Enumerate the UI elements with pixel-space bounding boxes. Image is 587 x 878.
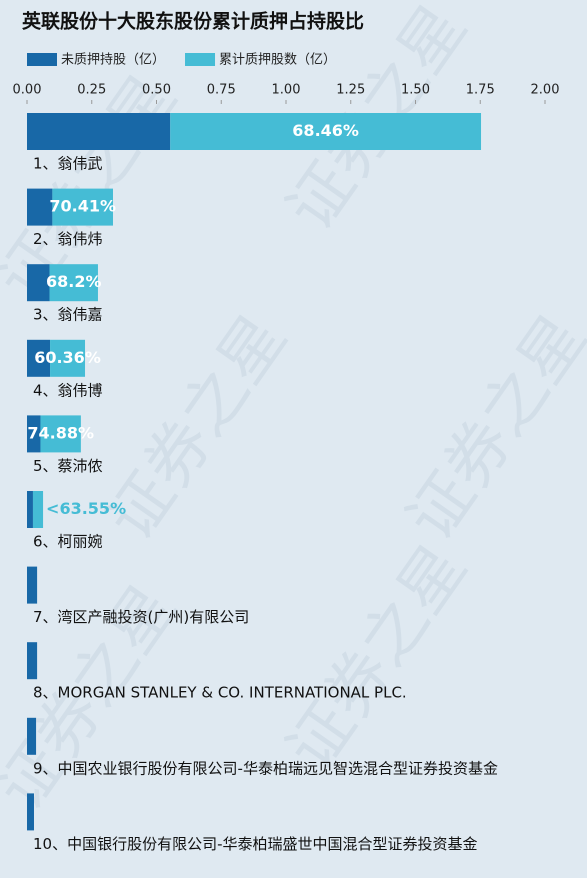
x-tick-label: 1.00 <box>272 83 301 98</box>
x-tick-label: 0.00 <box>13 83 42 98</box>
x-tick-label: 1.50 <box>401 83 430 98</box>
bar-segment <box>27 491 33 528</box>
bar-segment <box>27 264 50 302</box>
x-tick-label: 1.75 <box>466 83 495 98</box>
bar-segment <box>27 717 37 755</box>
chart-title: 英联股份十大股东股份累计质押占持股比 <box>22 10 364 33</box>
x-tick-label: 0.25 <box>77 83 106 98</box>
bar-segment <box>170 113 482 150</box>
category-label: 6、柯丽婉 <box>33 533 103 551</box>
category-label: 3、翁伟嘉 <box>33 306 103 324</box>
bar-segment <box>52 188 113 226</box>
data-label: 68.2% <box>46 272 102 291</box>
bar-segment <box>27 339 51 377</box>
data-label: 74.88% <box>27 423 94 442</box>
bar-segment <box>27 566 38 604</box>
legend-swatch <box>185 53 216 66</box>
data-label: 60.36% <box>34 348 101 367</box>
bar-segment <box>50 339 86 377</box>
x-tick-label: 0.50 <box>142 83 171 98</box>
x-tick-label: 1.25 <box>336 83 365 98</box>
category-label: 1、翁伟武 <box>33 155 103 173</box>
category-label: 4、翁伟博 <box>33 381 103 399</box>
x-tick-label: 2.00 <box>531 83 560 98</box>
data-label: <63.55% <box>46 499 126 518</box>
legend-label: 累计质押股数（亿） <box>219 53 336 68</box>
bar-segment <box>27 188 53 226</box>
bar-segment <box>32 491 44 528</box>
x-tick-label: 0.75 <box>207 83 236 98</box>
legend-swatch <box>27 53 57 66</box>
bar-segment <box>27 793 34 831</box>
bar-segment <box>27 642 38 680</box>
bar-segment <box>49 264 98 302</box>
category-label: 9、中国农业银行股份有限公司-华泰柏瑞远见智选混合型证券投资基金 <box>33 759 498 777</box>
category-label: 2、翁伟炜 <box>33 230 103 248</box>
bar-segment <box>40 415 81 453</box>
category-label: 8、MORGAN STANLEY & CO. INTERNATIONAL PLC… <box>33 684 407 702</box>
category-label: 7、湾区产融投资(广州)有限公司 <box>33 608 249 626</box>
category-label: 10、中国银行股份有限公司-华泰柏瑞盛世中国混合型证券投资基金 <box>33 835 478 853</box>
data-label: 70.41% <box>49 197 116 216</box>
data-label: 68.46% <box>292 121 359 140</box>
legend-label: 未质押持股（亿） <box>61 53 165 68</box>
category-label: 5、蔡沛侬 <box>33 457 103 475</box>
bar-segment <box>27 415 41 453</box>
bar-segment <box>27 113 171 150</box>
